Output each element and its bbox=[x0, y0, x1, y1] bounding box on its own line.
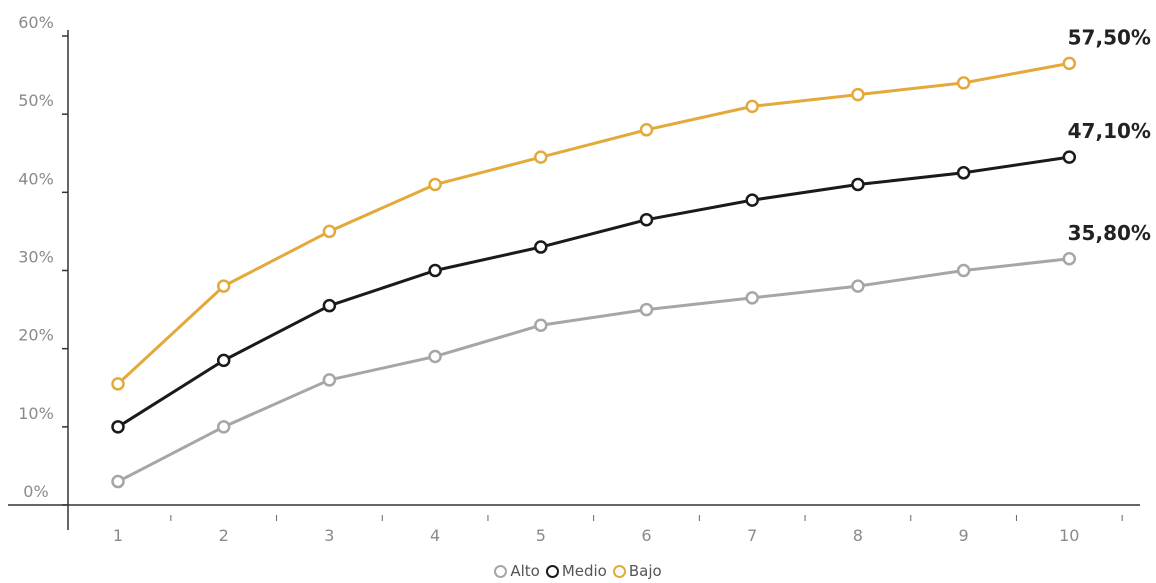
data-point-bajo bbox=[639, 123, 654, 137]
x-tick-label: 9 bbox=[959, 526, 969, 545]
data-point-medio bbox=[956, 166, 971, 180]
data-point-alto bbox=[534, 318, 548, 332]
y-tick-label: 50% bbox=[18, 91, 54, 110]
data-point-medio bbox=[1062, 150, 1077, 164]
legend-marker-icon bbox=[494, 564, 508, 578]
data-point-medio bbox=[322, 298, 337, 313]
y-tick-label: 60% bbox=[18, 13, 54, 32]
end-value-label-medio: 47,10% bbox=[1068, 119, 1151, 143]
data-point-alto bbox=[322, 373, 337, 387]
y-tick-label: 10% bbox=[18, 404, 54, 423]
data-point-bajo bbox=[428, 177, 442, 192]
data-point-bajo bbox=[111, 377, 125, 391]
data-point-medio bbox=[534, 240, 548, 254]
x-tick-label: 5 bbox=[536, 526, 546, 545]
x-tick-label: 6 bbox=[641, 526, 651, 545]
data-point-bajo bbox=[216, 279, 231, 293]
data-point-alto bbox=[216, 420, 231, 434]
data-point-bajo bbox=[1062, 56, 1077, 71]
x-tick-label: 3 bbox=[324, 526, 334, 545]
data-point-alto bbox=[745, 291, 759, 305]
x-tick-label: 4 bbox=[430, 526, 440, 545]
legend-label: Bajo bbox=[628, 562, 662, 580]
data-point-bajo bbox=[956, 76, 971, 90]
data-point-bajo bbox=[851, 87, 865, 102]
legend-item-medio: Medio bbox=[545, 562, 607, 580]
data-point-bajo bbox=[534, 150, 548, 164]
data-point-alto bbox=[111, 474, 125, 489]
data-point-medio bbox=[851, 177, 865, 192]
data-point-alto bbox=[639, 302, 654, 317]
legend-marker-icon bbox=[612, 564, 626, 578]
axes: 0% 10% 20% 30% 40% 50% 60% 1 2 3 4 5 6 7 8 9 10 bbox=[8, 13, 1140, 545]
legend-marker-icon bbox=[545, 564, 559, 578]
series-line-alto bbox=[117, 257, 1070, 483]
x-tick-label: 10 bbox=[1059, 526, 1079, 545]
data-point-bajo bbox=[745, 99, 759, 114]
data-point-alto bbox=[851, 279, 865, 293]
data-point-medio bbox=[639, 212, 654, 227]
legend-label: Medio bbox=[561, 562, 607, 580]
legend-item-alto: Alto bbox=[494, 562, 540, 580]
x-tick-label: 1 bbox=[113, 526, 123, 545]
y-tick-label: 0% bbox=[23, 482, 48, 501]
y-tick-label: 40% bbox=[18, 169, 54, 188]
series-line-bajo bbox=[116, 61, 1070, 385]
legend-label: Alto bbox=[510, 562, 540, 580]
series-layer bbox=[111, 56, 1077, 489]
end-value-label-bajo: 57,50% bbox=[1068, 25, 1151, 49]
end-value-label-alto: 35,80% bbox=[1068, 221, 1151, 245]
labels-layer: 35,80% 47,10% 57,50% bbox=[1068, 25, 1151, 244]
x-tick-label: 8 bbox=[853, 526, 863, 545]
data-point-medio bbox=[216, 353, 231, 368]
x-tick-label: 7 bbox=[747, 526, 757, 545]
data-point-alto bbox=[956, 263, 971, 278]
y-tick-label: 20% bbox=[18, 326, 54, 345]
data-point-alto bbox=[1062, 252, 1077, 266]
chart-legend: Alto Medio Bajo bbox=[0, 562, 1156, 582]
legend-item-bajo: Bajo bbox=[612, 562, 662, 580]
data-point-alto bbox=[428, 349, 442, 364]
series-line-medio bbox=[117, 155, 1070, 429]
line-chart-svg: 0% 10% 20% 30% 40% 50% 60% 1 2 3 4 5 6 7 8 9 10 35,80% 47… bbox=[8, 13, 1151, 545]
data-point-bajo bbox=[322, 224, 337, 239]
x-tick-label: 2 bbox=[219, 526, 229, 545]
data-point-medio bbox=[745, 193, 759, 207]
data-point-medio bbox=[111, 420, 125, 434]
data-point-medio bbox=[428, 263, 442, 278]
y-tick-label: 30% bbox=[18, 248, 54, 267]
